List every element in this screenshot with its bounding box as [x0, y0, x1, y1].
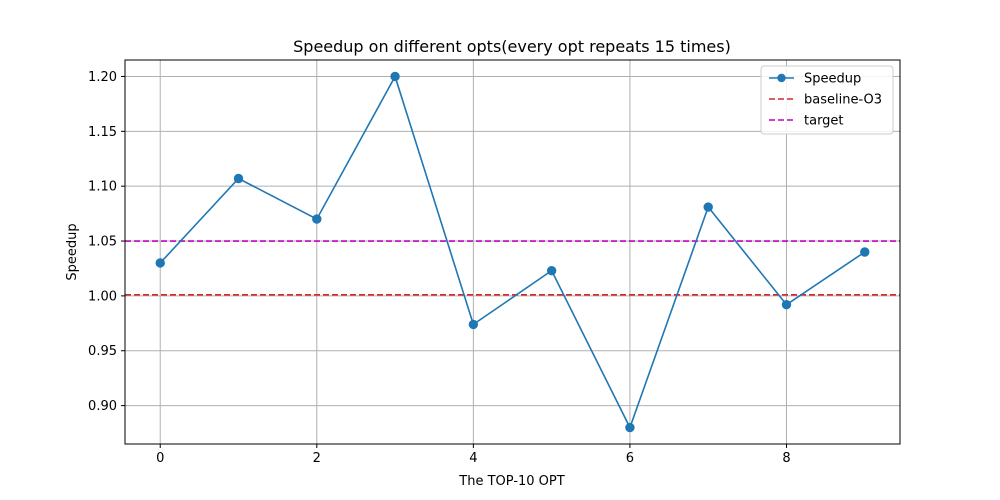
y-tick-label: 0.95: [88, 344, 117, 359]
plot-frame: [124, 59, 901, 445]
data-point: [546, 265, 557, 276]
data-point: [860, 247, 870, 257]
legend-box: [760, 65, 894, 135]
legend: Speedup baseline-O3 target: [760, 65, 894, 135]
legend-entry-target-label: target: [804, 114, 844, 129]
axis-ticks: 0 2 4 6 8 0.90 0.95 1.00 1.05 1.10 1.15 1.20: [88, 70, 791, 466]
legend-entry-Speedup-label: Speedup: [804, 72, 861, 87]
x-axis-label: The TOP-10 OPT: [458, 474, 564, 489]
y-tick-label: 0.90: [88, 399, 117, 414]
legend-entry-Speedup-marker: [777, 73, 786, 83]
data-point: [233, 173, 244, 184]
data-point: [781, 299, 792, 310]
x-tick-label: 8: [782, 451, 790, 466]
reference-lines: [125, 240, 900, 296]
data-point: [312, 214, 322, 224]
data-point: [468, 319, 479, 330]
y-tick-label: 1.15: [88, 125, 117, 140]
x-tick-label: 0: [156, 451, 164, 466]
x-tick-label: 4: [469, 451, 477, 466]
data-point: [155, 258, 165, 268]
y-tick-label: 1.20: [88, 70, 117, 85]
y-tick-label: 1.05: [88, 235, 117, 250]
chart-title: Speedup on different opts(every opt repe…: [293, 37, 731, 56]
y-axis-label: Speedup: [65, 223, 80, 280]
data-point: [703, 202, 713, 212]
x-tick-label: 2: [313, 451, 321, 466]
legend-entry-baseline-O3-label: baseline-O3: [804, 93, 882, 108]
y-tick-label: 1.10: [88, 180, 117, 195]
y-tick-label: 1.00: [88, 289, 117, 304]
series-line-0: [159, 74, 866, 430]
data-point: [390, 71, 400, 82]
x-tick-label: 6: [626, 451, 634, 466]
series-layer: [155, 71, 870, 433]
data-point: [625, 422, 635, 433]
